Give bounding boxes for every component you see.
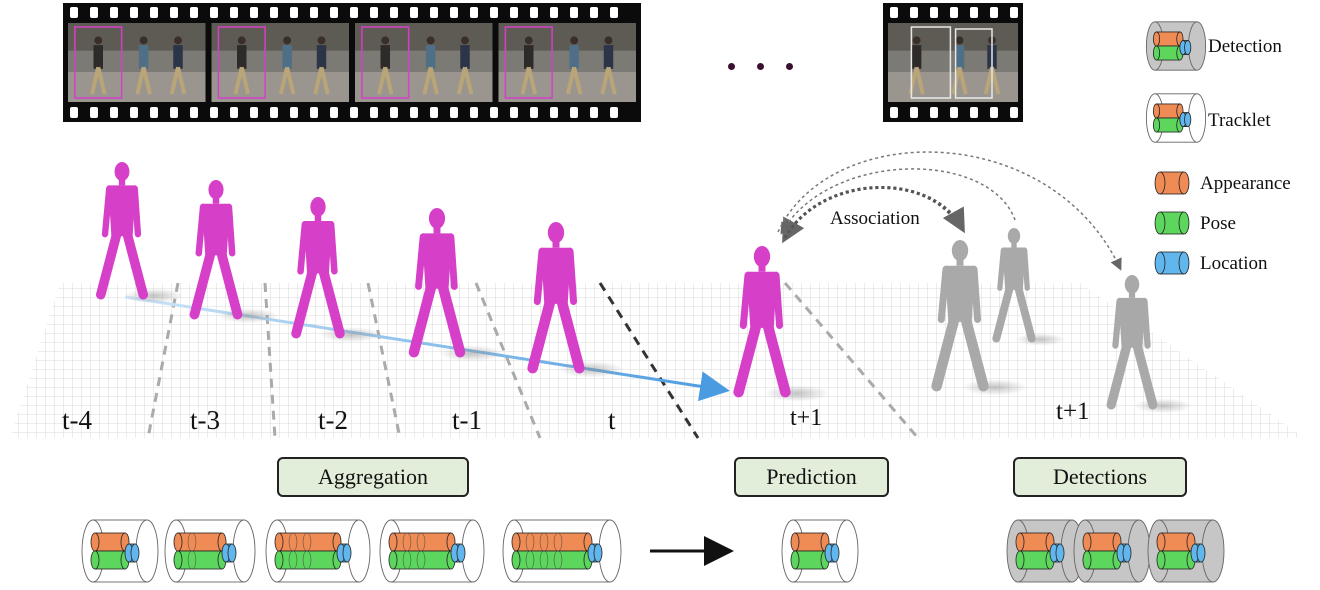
human-mesh-t-3 [189, 180, 279, 324]
timestep-separators [146, 282, 920, 439]
time-label-t-4: t-4 [62, 405, 92, 435]
legend-tracklet-cylinder-icon [1145, 93, 1207, 143]
legend-feature-cylinders [1154, 171, 1190, 275]
time-label-t-1: t-1 [452, 405, 482, 435]
tracklet-cylinder-icon-t-4 [81, 519, 159, 583]
legend-appearance-label: Appearance [1200, 173, 1291, 194]
legend-detection-label: Detection [1208, 36, 1282, 57]
tracklet-cylinder-icon-prediction [781, 519, 859, 583]
aggregation-stage-label: Aggregation [277, 457, 469, 497]
detection-cylinder-icon-3 [1147, 519, 1225, 583]
detection-cylinder-icon-2 [1073, 519, 1151, 583]
detection-mesh-2 [992, 228, 1066, 346]
tracklet-cylinder-icon-t [502, 519, 622, 583]
human-mesh-t-1 [408, 208, 504, 362]
time-label-t+1-prediction: t+1 [790, 405, 823, 431]
film-strip-icon-past-frames [63, 3, 641, 122]
human-mesh-prediction [733, 246, 830, 402]
detection-mesh-1 [931, 240, 1028, 396]
detections-stage-label: Detections [1013, 457, 1187, 497]
human-mesh-t-4 [95, 162, 184, 304]
legend-tracklet-label: Tracklet [1208, 110, 1271, 131]
tracklet-cylinder-icon-t-1 [379, 519, 485, 583]
time-label-t-2: t-2 [318, 405, 348, 435]
detection-cylinder-icon-1 [1006, 519, 1084, 583]
film-strip-icon-current-frame [883, 3, 1023, 122]
time-label-t+1-detections: t+1 [1056, 398, 1090, 425]
time-label-t: t [608, 405, 616, 435]
tracklet-cylinder-icon-t-3 [164, 519, 256, 583]
prediction-stage-label: Prediction [734, 457, 889, 497]
ellipsis-dot [786, 63, 793, 70]
association-label: Association [830, 208, 920, 229]
ellipsis-dot [757, 63, 764, 70]
legend-pose-label: Pose [1200, 213, 1236, 234]
human-mesh-t [527, 222, 624, 378]
legend-detection-cylinder-icon [1145, 21, 1207, 71]
association-arrows [777, 151, 1122, 271]
time-label-t-3: t-3 [190, 405, 220, 435]
ellipsis-dot [728, 63, 735, 70]
human-mesh-t-2 [291, 197, 382, 343]
detection-mesh-3 [1106, 275, 1193, 414]
legend-location-label: Location [1200, 253, 1268, 274]
tracklet-cylinder-icon-t-2 [265, 519, 371, 583]
